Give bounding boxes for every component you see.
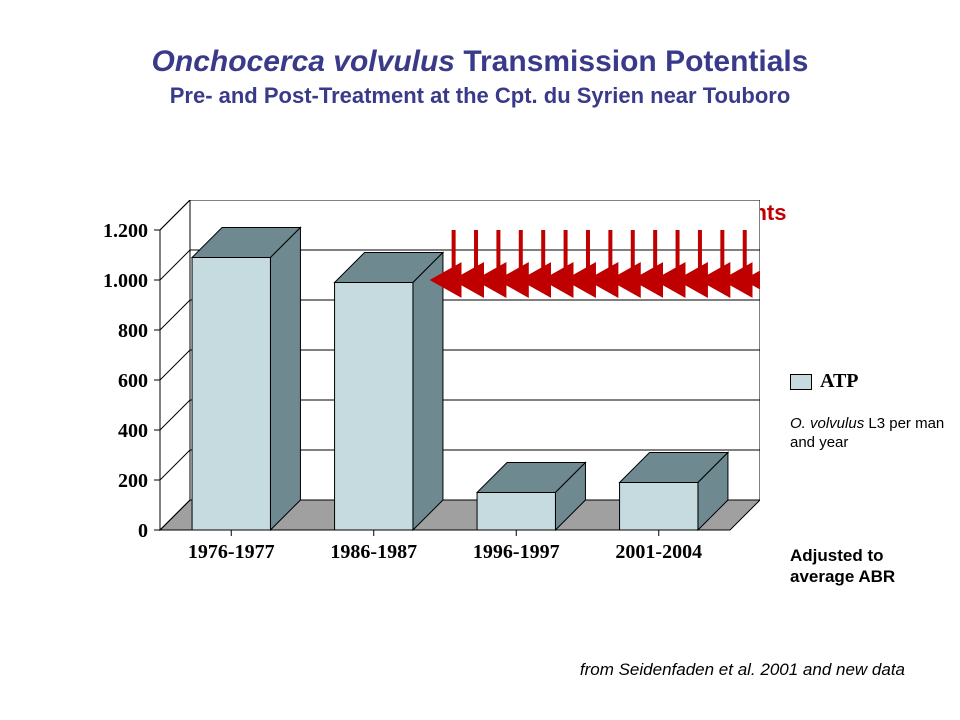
- svg-text:400: 400: [118, 420, 148, 442]
- legend-note: O. volvulus L3 per man and year: [790, 415, 950, 453]
- legend: ATP: [790, 370, 950, 393]
- svg-text:1976-1977: 1976-1977: [188, 541, 275, 563]
- svg-text:0: 0: [138, 520, 148, 542]
- svg-text:1986-1987: 1986-1987: [330, 541, 417, 563]
- svg-text:1.200: 1.200: [103, 220, 148, 242]
- svg-text:200: 200: [118, 470, 148, 492]
- source-citation: from Seidenfaden et al. 2001 and new dat…: [580, 660, 905, 680]
- legend-note-italic: O. volvulus: [790, 415, 864, 432]
- title-line2: Pre- and Post-Treatment at the Cpt. du S…: [0, 83, 960, 109]
- svg-text:1996-1997: 1996-1997: [473, 541, 560, 563]
- legend-swatch: [790, 374, 812, 390]
- title-line1: Onchocerca volvulus Transmission Potenti…: [0, 45, 960, 79]
- svg-text:1.000: 1.000: [103, 270, 148, 292]
- legend-row: ATP: [790, 370, 950, 393]
- legend-label: ATP: [820, 370, 859, 393]
- svg-text:600: 600: [118, 370, 148, 392]
- svg-text:800: 800: [118, 320, 148, 342]
- slide-root: { "title": { "line1_italic": "Onchocerca…: [0, 0, 960, 720]
- svg-text:2001-2004: 2001-2004: [615, 541, 702, 563]
- bar-chart: 0 200 400 600 800 1.000 1.200 1976-1977 1986-198…: [100, 200, 760, 580]
- title-rest: Transmission Potentials: [455, 45, 808, 78]
- chart-title: Onchocerca volvulus Transmission Potenti…: [0, 45, 960, 109]
- chart-svg: 0 200 400 600 800 1.000 1.200 1976-1977 1986-198…: [100, 200, 760, 580]
- title-italic: Onchocerca volvulus: [152, 45, 455, 78]
- adjusted-note: Adjusted to average ABR: [790, 545, 950, 588]
